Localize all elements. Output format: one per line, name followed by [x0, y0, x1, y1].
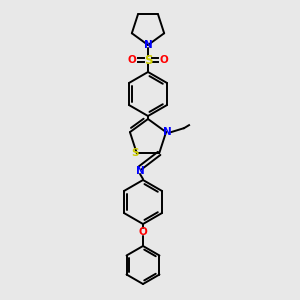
Text: S: S: [144, 53, 152, 67]
Text: O: O: [139, 227, 147, 237]
Text: N: N: [144, 40, 152, 50]
Text: O: O: [128, 55, 136, 65]
Text: S: S: [131, 148, 139, 158]
Text: O: O: [160, 55, 168, 65]
Text: N: N: [163, 127, 171, 137]
Text: N: N: [136, 166, 144, 176]
